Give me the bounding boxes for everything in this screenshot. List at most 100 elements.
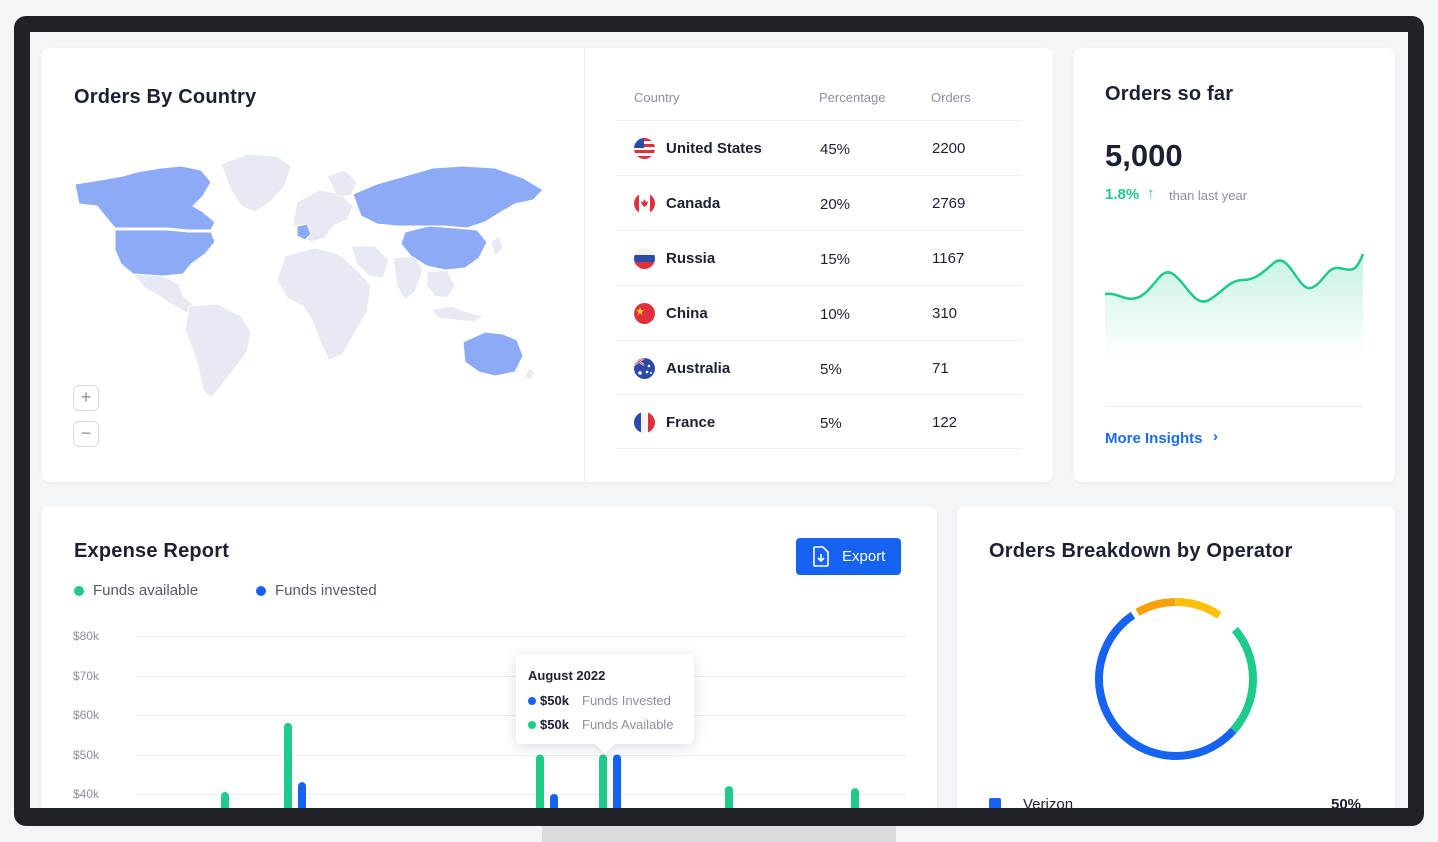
china-flag-icon	[634, 303, 655, 324]
expense-bars	[221, 722, 859, 809]
country-orders: 310	[932, 305, 958, 322]
country-percentage: 15%	[820, 251, 851, 268]
bar-funds-invested[interactable]	[550, 794, 558, 808]
donut-segment-green[interactable]	[1091, 594, 1261, 764]
zoom-out-button[interactable]: −	[73, 421, 99, 447]
arrow-up-icon: ↑	[1147, 185, 1155, 202]
orders-by-country-card: Orders By Country	[41, 48, 1053, 482]
country-percentage: 10%	[820, 306, 851, 323]
grid-line	[136, 794, 906, 795]
sparkline-line	[1105, 253, 1365, 303]
map-south-america[interactable]	[184, 303, 252, 396]
map-china[interactable]	[400, 225, 488, 271]
tooltip-available-label: Funds Available	[582, 717, 674, 732]
bar-funds-available[interactable]	[599, 754, 607, 809]
map-japan[interactable]	[490, 235, 504, 257]
card-separator	[1105, 406, 1363, 407]
country-orders: 71	[932, 360, 949, 377]
france-flag-icon	[634, 412, 655, 433]
legend-dot-invested	[256, 586, 266, 596]
legend-label-available: Funds available	[93, 582, 199, 599]
table-row[interactable]: Australia 5% 71	[616, 340, 1022, 395]
map-africa[interactable]	[276, 247, 372, 361]
country-percentage: 5%	[820, 415, 842, 432]
canada-flag-icon	[634, 193, 655, 214]
bar-funds-available[interactable]	[221, 792, 229, 808]
table-row[interactable]: Russia 15% 1167	[616, 230, 1022, 285]
donut-segment-blue[interactable]	[1091, 594, 1261, 764]
tooltip-title: August 2022	[528, 668, 606, 683]
zoom-in-button[interactable]: +	[73, 385, 99, 411]
map-united-states[interactable]	[114, 229, 216, 277]
orders-total: 5,000	[1105, 138, 1183, 173]
operator-percent: 50%	[1331, 796, 1362, 808]
country-percentage: 5%	[820, 361, 842, 378]
chevron-right-icon[interactable]: ›	[1213, 428, 1218, 445]
map-france[interactable]	[296, 223, 312, 241]
growth-caption: than last year	[1169, 188, 1248, 203]
tooltip-dot-invested	[528, 697, 536, 705]
country-name: France	[666, 414, 716, 431]
monitor-stand	[542, 822, 896, 842]
country-orders: 122	[932, 414, 958, 431]
map-new-zealand[interactable]	[524, 367, 536, 381]
card-title: Orders Breakdown by Operator	[989, 540, 1293, 562]
donut-segment-yellow[interactable]	[1095, 598, 1257, 760]
operator-name: Verizon	[1023, 796, 1074, 808]
map-middle-east[interactable]	[350, 245, 390, 279]
map-greenland[interactable]	[220, 153, 292, 213]
us-flag-icon	[634, 138, 655, 159]
country-percentage: 20%	[820, 196, 851, 213]
table-row[interactable]: Canada 20% 2769	[616, 175, 1022, 230]
map-southeast-asia[interactable]	[426, 269, 456, 299]
table-row[interactable]: China 10% 310	[616, 285, 1022, 340]
bar-funds-available[interactable]	[536, 754, 544, 809]
bar-funds-available[interactable]	[284, 722, 292, 808]
map-scandinavia[interactable]	[326, 169, 358, 197]
australia-flag-icon	[634, 358, 655, 379]
export-label: Export	[842, 548, 886, 565]
tooltip-dot-available	[528, 721, 536, 729]
map-russia[interactable]	[352, 165, 544, 229]
bar-funds-invested[interactable]	[613, 754, 621, 809]
country-name: Russia	[666, 250, 716, 267]
dashboard-screen: Orders By Country	[30, 32, 1408, 808]
russia-flag-icon	[634, 248, 655, 269]
tooltip-available-value: $50k	[540, 717, 569, 732]
operator-donut-chart[interactable]	[1091, 594, 1261, 764]
map-india[interactable]	[392, 255, 424, 301]
orders-so-far-card: Orders so far 5,000 1.8% ↑ than last yea…	[1073, 48, 1395, 482]
country-orders: 2769	[932, 195, 966, 212]
map-canada[interactable]	[74, 165, 216, 231]
table-row[interactable]: United States 45% 2200	[616, 120, 1022, 175]
map-indonesia[interactable]	[429, 305, 485, 323]
y-tick-label: $50k	[73, 748, 100, 762]
column-header-percentage: Percentage	[819, 90, 886, 105]
chart-tooltip: August 2022 $50k Funds Invested $50k Fun…	[516, 654, 694, 744]
card-title: Orders By Country	[74, 86, 257, 108]
sparkline-area	[1105, 254, 1363, 358]
tooltip-invested-label: Funds Invested	[582, 693, 671, 708]
export-button[interactable]: Export	[796, 538, 901, 575]
orders-breakdown-card: Orders Breakdown by Operator Verizon 50%	[957, 506, 1395, 808]
more-insights-link[interactable]: More Insights	[1105, 430, 1203, 447]
country-name: China	[666, 305, 708, 322]
donut-segment-orange[interactable]	[1091, 594, 1261, 764]
y-tick-label: $80k	[73, 629, 100, 643]
card-divider	[584, 48, 585, 482]
growth-percent: 1.8%	[1105, 186, 1140, 203]
map-australia[interactable]	[462, 331, 524, 377]
country-name: Australia	[666, 360, 731, 377]
grid-line	[136, 755, 906, 756]
bar-funds-invested[interactable]	[298, 782, 306, 808]
tooltip-invested-value: $50k	[540, 693, 569, 708]
table-row[interactable]: France 5% 122	[616, 394, 1022, 449]
file-download-icon	[813, 546, 829, 567]
expense-report-card: Expense Report Funds available Funds inv…	[41, 506, 937, 808]
operator-color-swatch	[989, 798, 1001, 808]
column-header-country: Country	[634, 90, 680, 105]
bar-funds-available[interactable]	[851, 788, 859, 808]
country-orders: 2200	[932, 140, 966, 157]
bar-funds-available[interactable]	[725, 786, 733, 808]
world-map[interactable]	[71, 146, 555, 396]
